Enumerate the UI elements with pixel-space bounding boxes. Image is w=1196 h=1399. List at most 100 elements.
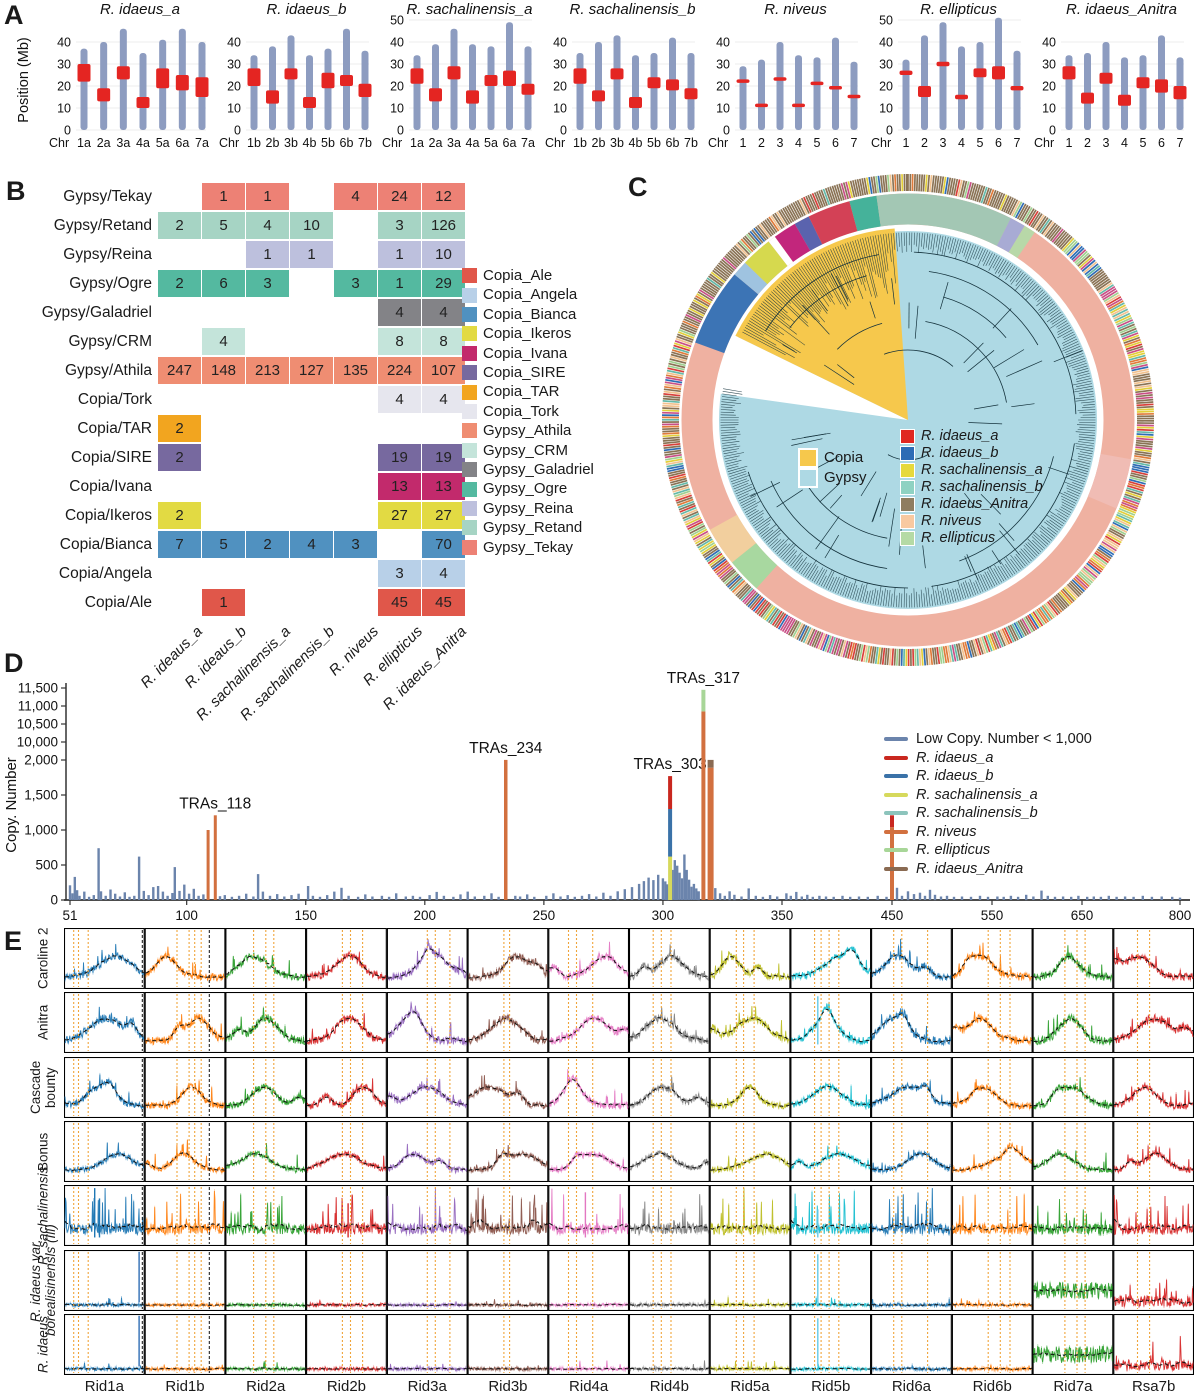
outer-ring-tick	[1088, 559, 1104, 571]
outer-ring-tick	[858, 178, 864, 196]
outer-ring-tick	[886, 648, 890, 666]
coverage-cell	[64, 992, 145, 1054]
outer-ring-tick	[1130, 361, 1148, 368]
centromere-marker	[466, 90, 479, 104]
outer-ring-tick	[953, 644, 959, 662]
outer-ring-tick	[842, 182, 850, 200]
outer-ring-tick	[773, 611, 785, 628]
low-copy-bar	[261, 891, 265, 900]
cell-border	[467, 1249, 549, 1311]
mean-dashed-line	[549, 955, 629, 978]
tree-leaf-tick	[1057, 329, 1073, 339]
low-copy-bar	[118, 896, 122, 900]
outer-ring-tick	[858, 644, 864, 662]
outer-ring-tick	[1011, 200, 1021, 217]
chr-label: 5b	[647, 136, 661, 150]
outer-ring-tick	[1136, 403, 1154, 407]
heatmap-cell: 213	[246, 357, 289, 384]
legend-item: R. ellipticus	[900, 530, 1043, 547]
tree-leaf-tick	[921, 233, 923, 247]
tree-branch	[1053, 349, 1083, 363]
outer-ring-tick	[1096, 548, 1112, 560]
outer-ring-tick	[1036, 608, 1048, 624]
coverage-trace-band	[952, 1079, 1032, 1111]
y-tick-label: 10,500	[17, 717, 58, 732]
outer-ring-tick	[787, 619, 798, 636]
outer-ring-tick	[1063, 239, 1077, 253]
y-tick-label: 0	[50, 893, 58, 908]
tree-leaf-tick	[1078, 391, 1094, 394]
outer-ring-tick	[713, 560, 728, 572]
coverage-trace-band	[791, 1001, 871, 1046]
tree-leaf-tick	[901, 232, 903, 253]
outer-ring-tick	[1066, 583, 1080, 598]
tree-leaf-tick	[756, 519, 772, 531]
tree-leaf-tick	[809, 565, 819, 580]
coverage-trace	[952, 1194, 1033, 1236]
outer-ring-tick	[1131, 368, 1149, 374]
tree-backbone-arc	[747, 471, 909, 589]
tree-leaf-tick	[966, 244, 974, 263]
tree-leaf-tick	[954, 588, 959, 601]
outer-ring-tick	[798, 625, 808, 641]
tree-branch	[819, 483, 841, 503]
outer-ring-tick	[724, 255, 738, 268]
coverage-trace	[64, 1007, 145, 1045]
coverage-trace	[790, 1191, 871, 1236]
coverage-cell	[306, 1249, 387, 1311]
mean-dashed-line	[872, 1367, 951, 1370]
tree-leaf-tick	[1004, 563, 1014, 576]
cell-border	[144, 1185, 226, 1247]
coverage-trace-band	[64, 1007, 145, 1046]
outer-ring-tick	[1066, 242, 1080, 256]
low-copy-bar	[68, 885, 72, 900]
coverage-cell	[628, 928, 710, 989]
outer-ring-tick	[1119, 505, 1137, 514]
tree-leaf-tick	[827, 577, 835, 590]
low-copy-bar	[435, 891, 438, 900]
mean-dashed-line	[791, 1367, 871, 1370]
coverage-cell	[64, 1185, 145, 1247]
genome-title: R. idaeus_b	[266, 1, 346, 18]
tree-backbone-arc	[931, 443, 1075, 587]
outer-ring-tick	[676, 335, 693, 344]
tree-leaf-tick	[727, 465, 748, 472]
outer-ring-tick	[698, 540, 714, 551]
y-tick-label: 20	[716, 80, 730, 94]
coverage-cell	[467, 992, 549, 1054]
x-tick-label: 300	[652, 908, 675, 923]
outer-ring-tick	[1134, 448, 1153, 453]
tree-leaf-tick	[1055, 508, 1069, 518]
outer-ring-tick	[672, 346, 690, 354]
outer-ring-tick	[1083, 565, 1098, 579]
chr-label: 7a	[521, 136, 535, 150]
tree-leaf-tick	[792, 272, 822, 310]
legend-label: Gypsy_Retand	[483, 519, 583, 537]
outer-ring-tick	[1077, 572, 1092, 586]
outer-ring-tick	[1115, 515, 1132, 525]
low-copy-bar	[1092, 896, 1095, 900]
outer-ring-tick	[818, 190, 826, 207]
tree-leaf-tick	[925, 587, 928, 607]
cell-border	[548, 1120, 630, 1182]
coverage-trace	[710, 1296, 790, 1308]
tree-leaf-tick	[835, 578, 842, 593]
heatmap-cell: 1	[246, 183, 289, 210]
tree-leaf-tick	[774, 538, 789, 553]
centromere-marker	[175, 75, 189, 91]
outer-ring-tick	[668, 471, 686, 477]
outer-ring-tick	[1074, 250, 1088, 264]
outer-ring-tick	[967, 182, 975, 200]
species-legend: R. idaeus_a R. idaeus_b R. sachalinensis_a…	[900, 428, 1043, 547]
coverage-cell	[1032, 992, 1114, 1054]
tree-leaf-tick	[748, 510, 764, 520]
heatmap-row-label: Gypsy/CRM	[68, 333, 152, 350]
low-copy-bar	[306, 886, 310, 900]
tree-leaf-tick	[1033, 289, 1044, 299]
coverage-trace	[790, 1363, 871, 1372]
outer-ring-tick	[676, 496, 693, 504]
outer-ring-tick	[1136, 435, 1154, 439]
outer-ring-tick	[1068, 244, 1082, 258]
centromere-marker	[666, 79, 679, 91]
outer-ring-tick	[826, 636, 834, 653]
